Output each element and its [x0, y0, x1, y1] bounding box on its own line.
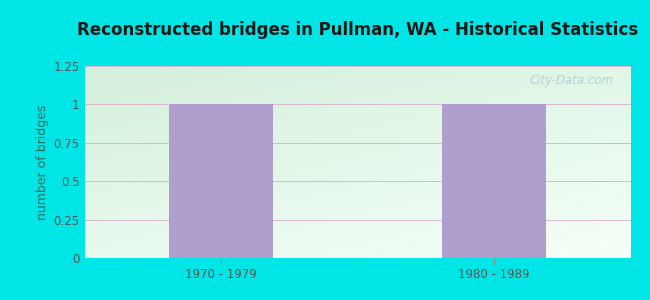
Text: City-Data.com: City-Data.com — [530, 74, 614, 87]
Y-axis label: number of bridges: number of bridges — [36, 104, 49, 220]
Text: Reconstructed bridges in Pullman, WA - Historical Statistics: Reconstructed bridges in Pullman, WA - H… — [77, 21, 638, 39]
Bar — [169, 104, 273, 258]
Bar — [442, 104, 546, 258]
